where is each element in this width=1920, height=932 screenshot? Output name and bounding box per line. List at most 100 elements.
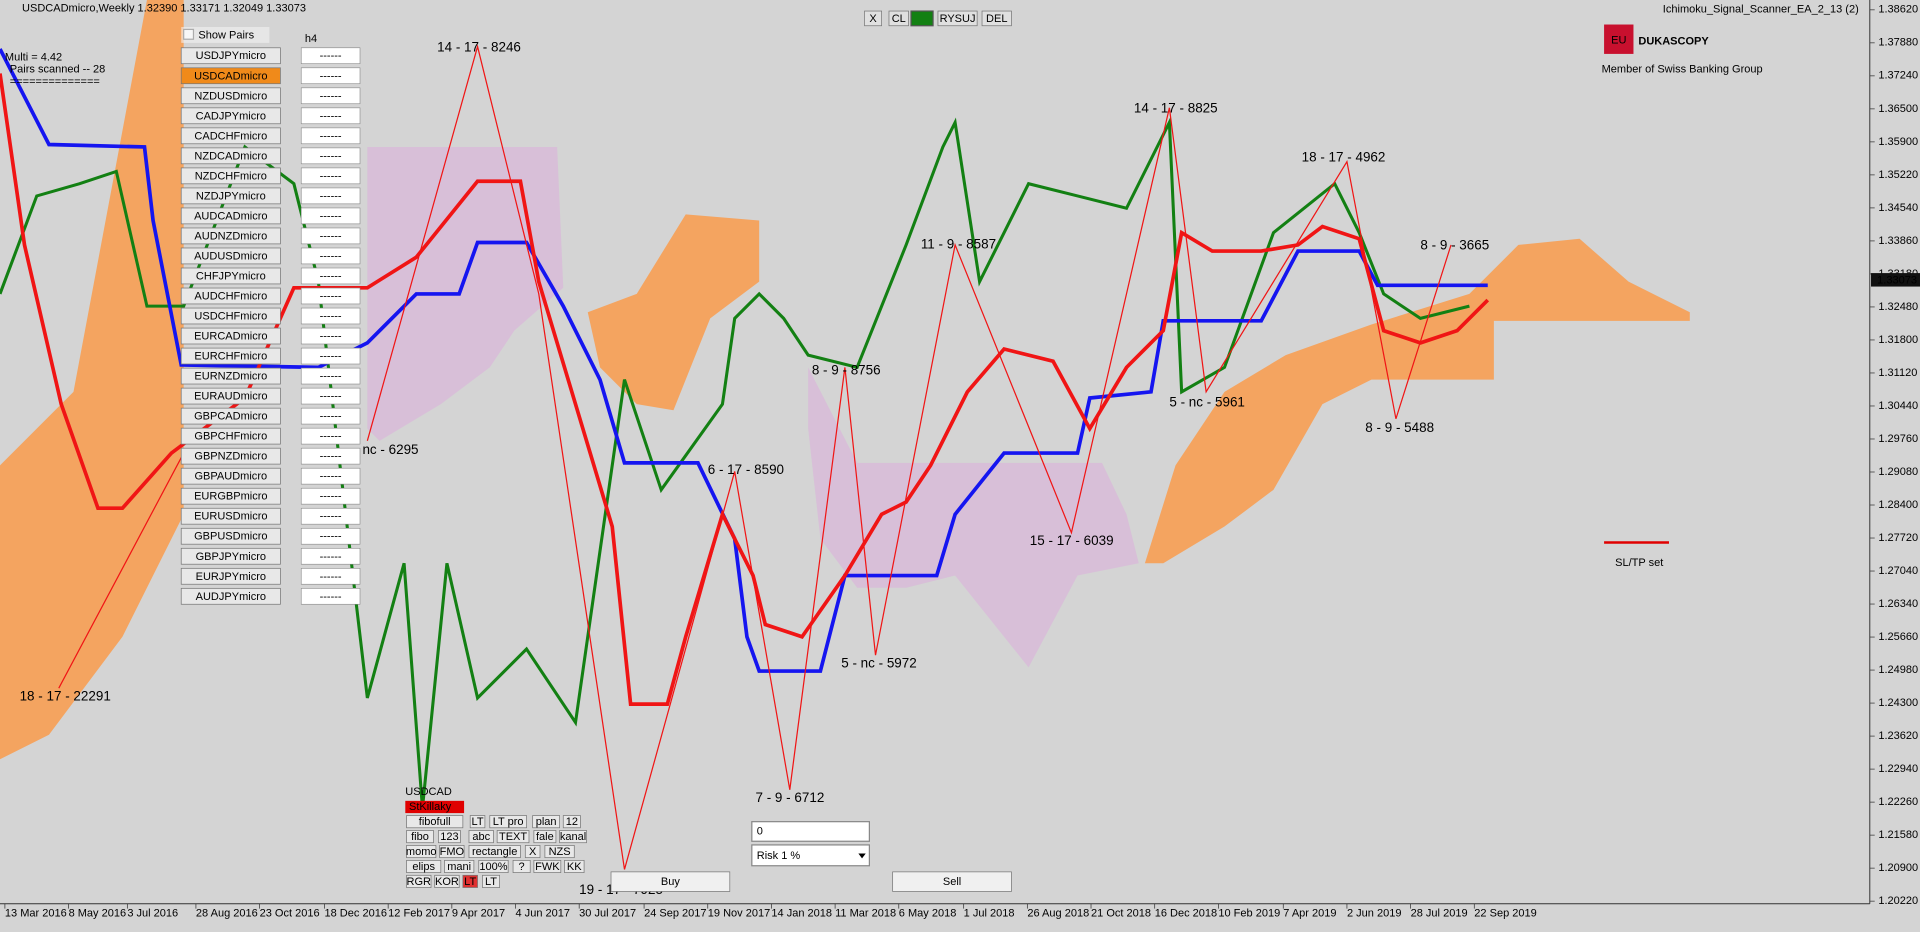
- pair-field[interactable]: [300, 447, 361, 465]
- sell-button-bg[interactable]: [892, 871, 1012, 892]
- pair-button-bg[interactable]: [180, 347, 281, 365]
- pair-field[interactable]: [300, 588, 361, 605]
- pair-button-bg[interactable]: [180, 47, 281, 65]
- tool-button[interactable]: mani: [447, 861, 471, 873]
- tool-button-bg[interactable]: [444, 859, 475, 873]
- top-button[interactable]: RYSUJ: [940, 13, 976, 25]
- pair-button[interactable]: GBPNZDmicro: [194, 451, 267, 463]
- pair-field[interactable]: [300, 167, 361, 185]
- tool-button-bg[interactable]: [562, 815, 581, 829]
- pair-field[interactable]: [300, 247, 361, 265]
- pair-button[interactable]: CHFJPYmicro: [196, 270, 266, 282]
- tool-button[interactable]: elips: [412, 861, 435, 873]
- tool-button[interactable]: LT: [464, 876, 476, 888]
- pair-button-bg[interactable]: [180, 127, 281, 145]
- tool-button-bg[interactable]: [559, 830, 587, 844]
- pair-button[interactable]: EURCADmicro: [194, 331, 267, 343]
- pair-field[interactable]: [300, 407, 361, 425]
- tool-button[interactable]: X: [529, 846, 537, 858]
- show-pairs[interactable]: Show Pairs: [198, 29, 254, 41]
- pair-button-bg[interactable]: [180, 307, 281, 325]
- pair-button-bg[interactable]: [180, 467, 281, 485]
- tool-button[interactable]: plan: [536, 816, 557, 828]
- pair-field[interactable]: [300, 487, 361, 505]
- pair-button[interactable]: EURCHFmicro: [194, 351, 267, 363]
- tool-button[interactable]: kanal: [560, 831, 586, 843]
- pair-field[interactable]: [300, 287, 361, 305]
- tool-button[interactable]: LT: [485, 876, 497, 888]
- pair-button-bg[interactable]: [180, 407, 281, 425]
- pair-button-bg[interactable]: [180, 287, 281, 305]
- pair-button-bg[interactable]: [180, 267, 281, 285]
- pair-field[interactable]: [300, 568, 361, 585]
- tool-button-bg[interactable]: [462, 874, 478, 888]
- tool-button-bg[interactable]: [406, 874, 432, 888]
- tool-button[interactable]: LT: [472, 816, 484, 828]
- pair-button[interactable]: GBPCHFmicro: [194, 431, 267, 443]
- pair-button[interactable]: GBPUSDmicro: [194, 531, 267, 543]
- pair-button-bg[interactable]: [180, 227, 281, 245]
- tool-button[interactable]: FMO: [440, 846, 465, 858]
- tool-button-bg[interactable]: [434, 874, 460, 888]
- top-button[interactable]: DEL: [986, 13, 1007, 25]
- pair-button[interactable]: AUDUSDmicro: [194, 250, 267, 262]
- tool-button[interactable]: momo: [406, 846, 437, 858]
- pair-field[interactable]: [300, 527, 361, 545]
- top-button-bg[interactable]: [937, 10, 978, 27]
- tool-button-bg[interactable]: [439, 845, 465, 859]
- pair-button-bg[interactable]: [180, 527, 281, 545]
- tool-button[interactable]: 100%: [479, 861, 507, 873]
- pair-button-bg[interactable]: [180, 547, 281, 565]
- tool-button[interactable]: abc: [472, 831, 490, 843]
- pair-button[interactable]: EURJPYmicro: [196, 571, 266, 583]
- toggle[interactable]: [910, 10, 934, 27]
- pair-button[interactable]: USDJPYmicro: [196, 50, 266, 62]
- pair-button[interactable]: NZDCADmicro: [194, 150, 267, 162]
- tool-button-bg[interactable]: [406, 830, 434, 844]
- pair-button[interactable]: AUDCADmicro: [194, 210, 267, 222]
- top-button-bg[interactable]: [864, 10, 882, 27]
- risk-select[interactable]: [751, 844, 870, 867]
- pair-field[interactable]: [300, 367, 361, 385]
- tool-button[interactable]: FWK: [535, 861, 560, 873]
- tool-button[interactable]: KOR: [435, 876, 459, 888]
- pair-button-bg[interactable]: [180, 587, 281, 605]
- pair-field[interactable]: [300, 107, 361, 125]
- sell-button[interactable]: Sell: [943, 876, 961, 888]
- tool-button-bg[interactable]: [533, 859, 562, 873]
- show-pairs-bg[interactable]: [181, 26, 270, 43]
- tool-button-bg[interactable]: [496, 830, 530, 844]
- pair-button-bg[interactable]: [180, 367, 281, 385]
- pair-field[interactable]: [300, 547, 361, 565]
- tool-button-bg[interactable]: [532, 815, 560, 829]
- pair-button-bg[interactable]: [180, 147, 281, 165]
- pair-field[interactable]: [300, 187, 361, 205]
- tool-button-bg[interactable]: [533, 830, 557, 844]
- tool-button-bg[interactable]: [438, 830, 461, 844]
- tool-button[interactable]: NZS: [549, 846, 571, 858]
- tool-button-bg[interactable]: [406, 815, 464, 829]
- pair-field[interactable]: [300, 387, 361, 405]
- pair-button-bg[interactable]: [180, 567, 281, 585]
- tool-button[interactable]: ?: [519, 861, 525, 873]
- tool-button-bg[interactable]: [478, 859, 509, 873]
- pair-button-bg[interactable]: [180, 247, 281, 265]
- pair-button-bg[interactable]: [180, 507, 281, 525]
- risk[interactable]: Risk 1 %: [757, 850, 801, 862]
- pair-field[interactable]: [300, 267, 361, 285]
- pair-button[interactable]: GBPJPYmicro: [196, 551, 266, 563]
- buy-button[interactable]: Buy: [661, 876, 680, 888]
- tool-button-bg[interactable]: [406, 859, 442, 873]
- pair-button-bg[interactable]: [180, 327, 281, 345]
- pair-field[interactable]: [300, 87, 361, 105]
- pair-button[interactable]: NZDUSDmicro: [194, 90, 267, 102]
- pair-button-bg[interactable]: [180, 387, 281, 405]
- pair-button-bg[interactable]: [180, 427, 281, 445]
- pair-button-bg[interactable]: [180, 187, 281, 205]
- tool-button[interactable]: fibofull: [419, 816, 451, 828]
- tool-button-bg[interactable]: [469, 815, 486, 829]
- tool-button-bg[interactable]: [564, 859, 585, 873]
- tool-button-bg[interactable]: [512, 859, 531, 873]
- pair-button[interactable]: AUDJPYmicro: [196, 591, 266, 603]
- buy-button-bg[interactable]: [610, 871, 731, 892]
